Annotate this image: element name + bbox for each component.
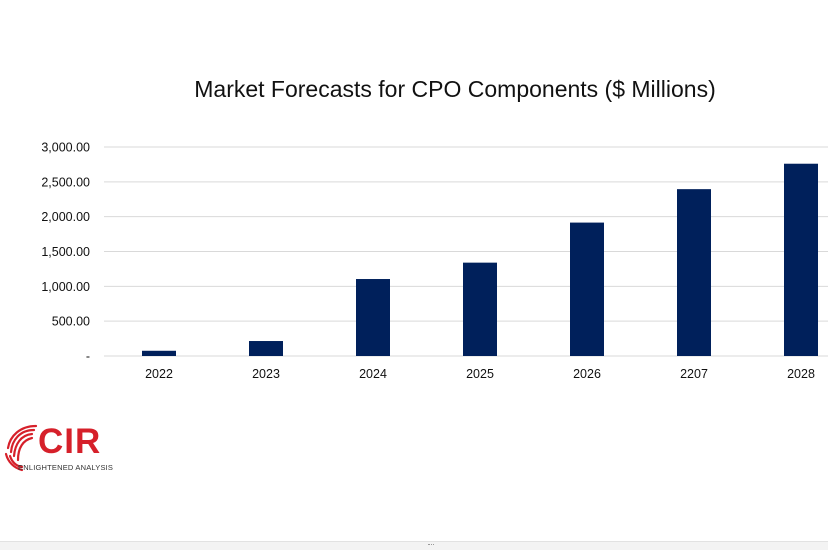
- y-tick-label: 500.00: [52, 315, 90, 329]
- y-tick-label: 1,500.00: [41, 245, 90, 259]
- x-tick-label: 2022: [145, 367, 173, 381]
- x-axis-labels: 2022 2023 2024 2025 2026 2207 2028: [145, 367, 815, 381]
- cir-logo: CIR ENLIGHTENED ANALYSIS: [2, 418, 132, 476]
- x-tick-label: 2024: [359, 367, 387, 381]
- bar-2028: [784, 163, 818, 356]
- x-tick-label: 2028: [787, 367, 815, 381]
- bar-2026: [570, 222, 604, 356]
- bar-2024: [356, 279, 390, 356]
- y-tick-label: -: [86, 350, 90, 364]
- bar-2207: [677, 189, 711, 356]
- bar-2022: [142, 350, 176, 356]
- y-tick-label: 2,000.00: [41, 210, 90, 224]
- bottom-scroll-bar[interactable]: [0, 541, 828, 550]
- y-axis-labels: - 500.00 1,000.00 1,500.00 2,000.00 2,500.00 3…: [41, 141, 90, 364]
- y-tick-label: 3,000.00: [41, 141, 90, 155]
- y-tick-label: 2,500.00: [41, 175, 90, 189]
- bars: [142, 163, 818, 356]
- chart-title: Market Forecasts for CPO Components ($ M…: [194, 76, 716, 102]
- cir-swirl-icon: [4, 424, 38, 472]
- resize-grip-icon[interactable]: [428, 544, 434, 547]
- bar-2023: [249, 341, 283, 356]
- bar-2025: [463, 262, 497, 356]
- x-tick-label: 2023: [252, 367, 280, 381]
- logo-tagline: ENLIGHTENED ANALYSIS: [18, 463, 114, 472]
- logo-wordmark: CIR: [38, 422, 102, 461]
- x-tick-label: 2026: [573, 367, 601, 381]
- x-tick-label: 2025: [466, 367, 494, 381]
- y-tick-label: 1,000.00: [41, 280, 90, 294]
- x-tick-label: 2207: [680, 367, 708, 381]
